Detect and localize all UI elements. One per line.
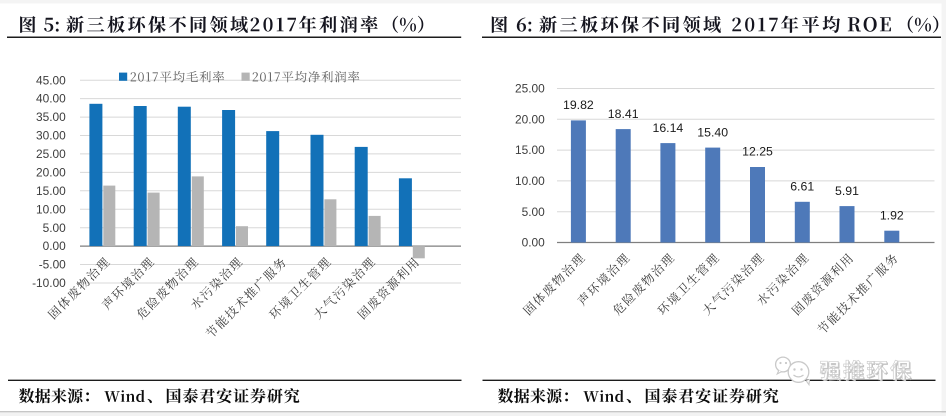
svg-text:-10.00: -10.00 [32,276,66,290]
svg-text:1.92: 1.92 [880,208,904,222]
svg-text:5.00: 5.00 [43,221,67,235]
svg-text:-5.00: -5.00 [39,258,66,272]
svg-text:15.00: 15.00 [36,184,66,198]
svg-text:5.91: 5.91 [835,184,859,198]
svg-text:6.61: 6.61 [790,180,814,194]
svg-text:25.00: 25.00 [515,82,545,96]
svg-text:15.40: 15.40 [697,125,728,139]
svg-text:16.14: 16.14 [653,121,684,135]
svg-text:18.41: 18.41 [608,107,639,121]
svg-text:35.00: 35.00 [36,110,66,124]
svg-text:40.00: 40.00 [36,92,66,106]
svg-text:5.00: 5.00 [522,205,546,219]
svg-text:0.00: 0.00 [522,236,546,250]
svg-text:12.25: 12.25 [742,145,773,159]
svg-text:10.00: 10.00 [515,174,545,188]
svg-text:20.00: 20.00 [36,166,66,180]
svg-text:19.82: 19.82 [563,98,594,112]
svg-text:20.00: 20.00 [515,112,545,126]
svg-text:30.00: 30.00 [36,129,66,143]
svg-text:25.00: 25.00 [36,147,66,161]
svg-text:0.00: 0.00 [43,239,67,253]
svg-text:15.00: 15.00 [515,143,545,157]
svg-text:45.00: 45.00 [36,73,66,87]
svg-text:10.00: 10.00 [36,202,66,216]
